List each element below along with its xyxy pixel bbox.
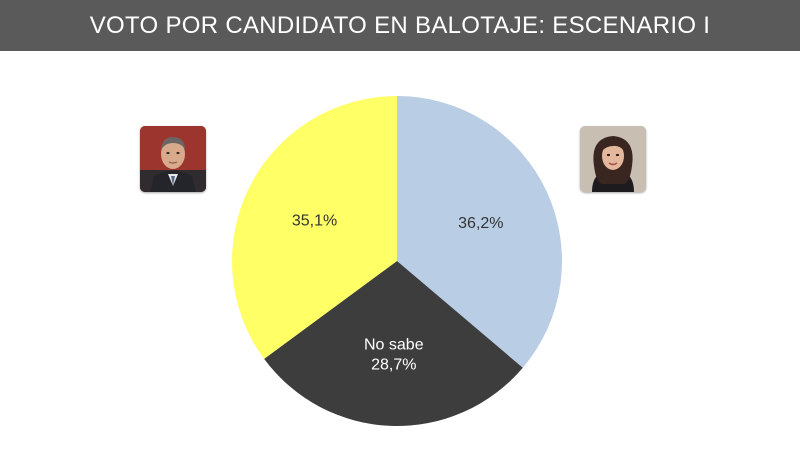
pie-slice-0-display: 36,2% <box>458 215 503 232</box>
pie-slice-2-display: 35,1% <box>292 212 337 229</box>
candidate-photo-right <box>580 126 646 192</box>
candidate-photo-left <box>140 126 206 192</box>
title-bar: VOTO POR CANDIDATO EN BALOTAJE: ESCENARI… <box>0 0 800 51</box>
pie-slice-1-label: No sabe <box>364 336 424 353</box>
man-portrait-icon <box>140 126 206 192</box>
pie-slice-0 <box>397 96 563 368</box>
pie-slice-2 <box>232 96 397 359</box>
woman-portrait-icon <box>580 126 646 192</box>
pie-slice-1-display: 28,7% <box>371 356 416 373</box>
page-title: VOTO POR CANDIDATO EN BALOTAJE: ESCENARI… <box>89 11 711 39</box>
pie-slice-1 <box>264 261 523 427</box>
